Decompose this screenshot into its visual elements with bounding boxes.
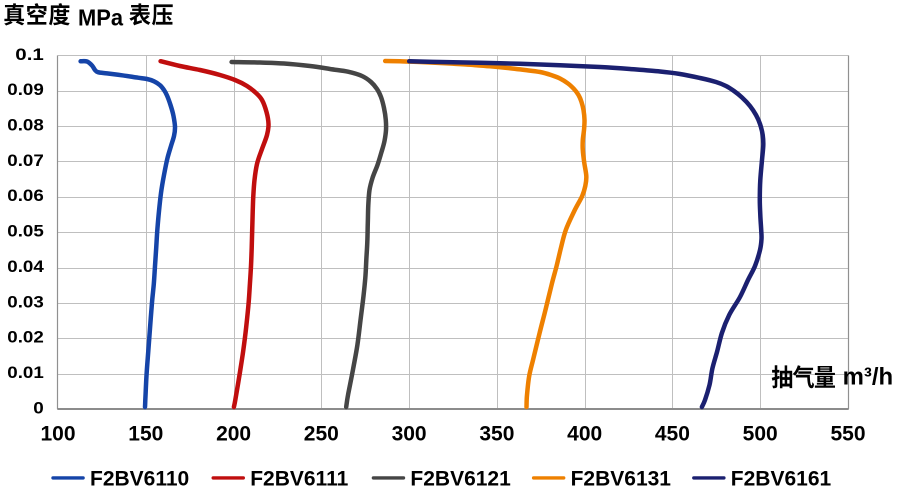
svg-text:450: 450 xyxy=(655,422,690,445)
svg-text:350: 350 xyxy=(479,422,514,445)
svg-text:0: 0 xyxy=(33,399,44,417)
svg-text:100: 100 xyxy=(40,422,75,445)
svg-text:0.08: 0.08 xyxy=(7,117,44,135)
svg-text:150: 150 xyxy=(128,422,163,445)
svg-text:F2BV6161: F2BV6161 xyxy=(731,467,832,490)
svg-text:550: 550 xyxy=(830,422,865,445)
svg-text:F2BV6121: F2BV6121 xyxy=(410,467,511,490)
svg-text:0.09: 0.09 xyxy=(7,81,44,99)
svg-text:300: 300 xyxy=(392,422,427,445)
svg-text:m³/h: m³/h xyxy=(843,364,894,391)
svg-text:200: 200 xyxy=(216,422,251,445)
svg-text:500: 500 xyxy=(743,422,778,445)
svg-text:0.02: 0.02 xyxy=(7,329,44,347)
svg-text:250: 250 xyxy=(304,422,339,445)
svg-text:0.07: 0.07 xyxy=(7,152,44,170)
svg-text:MPa: MPa xyxy=(78,4,124,30)
svg-text:0.04: 0.04 xyxy=(7,258,44,276)
svg-text:F2BV6131: F2BV6131 xyxy=(571,467,672,490)
svg-text:F2BV6111: F2BV6111 xyxy=(250,467,348,490)
svg-text:0.06: 0.06 xyxy=(7,187,44,205)
svg-text:0.01: 0.01 xyxy=(7,364,44,382)
svg-text:0.03: 0.03 xyxy=(7,293,44,311)
svg-text:0.05: 0.05 xyxy=(7,223,44,241)
svg-text:400: 400 xyxy=(567,422,602,445)
svg-text:F2BV6110: F2BV6110 xyxy=(90,467,189,490)
svg-text:0.1: 0.1 xyxy=(15,46,44,64)
